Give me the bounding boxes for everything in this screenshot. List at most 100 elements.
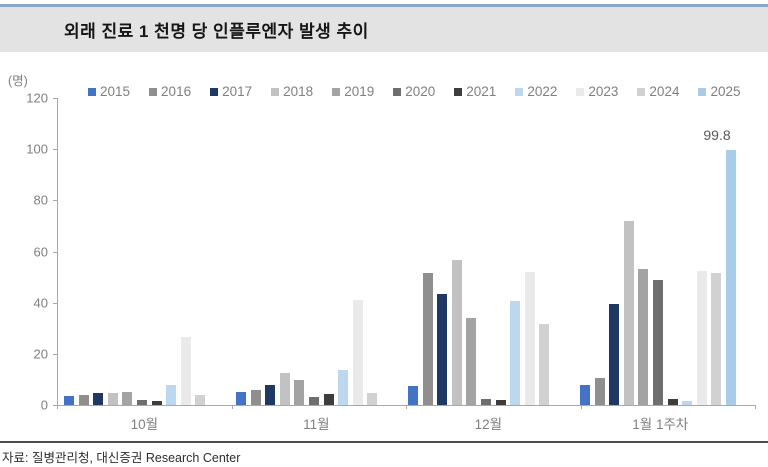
bar-2017 (609, 303, 620, 405)
bar-2019 (122, 392, 133, 405)
bar-2023 (524, 271, 535, 405)
bar-2018 (451, 260, 462, 405)
bar-2016 (594, 378, 605, 405)
legend-swatch-2024 (637, 87, 646, 96)
legend-label: 2018 (283, 84, 314, 99)
legend-item-2016: 2016 (149, 84, 191, 99)
bar-2022 (166, 385, 177, 405)
y-axis-tick-label: 20 (33, 346, 48, 362)
x-axis-tick (231, 405, 233, 409)
bar-2025 (726, 149, 736, 405)
legend-label: 2025 (710, 84, 741, 99)
legend-swatch-2025 (698, 87, 707, 96)
y-axis-tick (53, 405, 57, 406)
legend-label: 2017 (222, 84, 253, 99)
bar-2023 (696, 271, 707, 405)
bar-2017 (265, 385, 276, 405)
y-axis-tick (53, 353, 57, 355)
bar-2019 (294, 379, 305, 405)
x-axis-tick (57, 405, 58, 409)
y-axis-tick-label: 40 (33, 295, 48, 311)
legend-swatch-2019 (332, 87, 341, 96)
legend-item-2020: 2020 (393, 84, 435, 99)
legend-label: 2022 (527, 84, 558, 99)
bar-2021 (151, 401, 162, 405)
bar-2017 (437, 293, 448, 405)
legend: 2015 2016 2017 2018 2019 2020 2021 2022 2023 2024… (88, 84, 741, 99)
legend-item-2019: 2019 (332, 84, 374, 99)
chart-title: 외래 진료 1 천명 당 인플루엔자 발생 추이 (64, 22, 369, 41)
x-category-label: 11월 (303, 417, 330, 432)
legend-item-2021: 2021 (454, 84, 496, 99)
y-axis-tick (53, 149, 57, 151)
source-note: 자료: 질병관리청, 대신증권 Research Center (2, 451, 241, 465)
bar-2016 (250, 389, 261, 405)
legend-swatch-2017 (210, 87, 219, 96)
bar-2016 (422, 273, 433, 405)
y-axis-tick (53, 302, 57, 304)
bar-2017 (93, 392, 104, 405)
y-axis-tick (53, 251, 57, 253)
bar-2022 (682, 401, 693, 405)
legend-item-2022: 2022 (515, 84, 557, 99)
bar-2015 (408, 385, 418, 405)
bar-2023 (180, 337, 191, 405)
bar-2021 (323, 394, 334, 405)
bar-2015 (580, 385, 590, 405)
bar-2016 (78, 394, 89, 405)
legend-swatch-2018 (271, 87, 280, 96)
bar-2024 (195, 395, 206, 405)
x-axis-tick (755, 405, 756, 409)
bar-2020 (653, 279, 663, 405)
legend-item-2018: 2018 (271, 84, 313, 99)
legend-label: 2023 (588, 84, 619, 99)
legend-swatch-2020 (393, 87, 402, 96)
y-axis-tick-label: 60 (33, 244, 48, 259)
legend-label: 2021 (466, 84, 497, 99)
x-axis-tick (406, 405, 407, 409)
legend-label: 2019 (344, 84, 375, 99)
bar-2020 (481, 399, 491, 405)
y-axis-line (57, 98, 58, 405)
y-axis-tick-label: 120 (26, 90, 48, 106)
legend-item-2017: 2017 (210, 84, 252, 99)
legend-item-2024: 2024 (637, 84, 679, 99)
top-accent-line (0, 4, 768, 7)
legend-swatch-2016 (149, 87, 158, 96)
bar-2019 (466, 318, 477, 405)
y-axis-unit-label: (명) (8, 74, 28, 88)
bar-2019 (638, 269, 649, 405)
bar-2015 (236, 391, 246, 405)
y-axis-tick (53, 98, 57, 99)
bar-2021 (667, 399, 678, 405)
bar-2020 (309, 396, 319, 405)
legend-label: 2020 (405, 84, 436, 99)
bar-2021 (495, 400, 506, 405)
x-category-label: 12월 (474, 417, 503, 432)
legend-swatch-2015 (88, 87, 96, 96)
legend-label: 2024 (649, 84, 680, 99)
bar-2023 (352, 300, 363, 405)
x-category-label: 10월 (130, 417, 159, 432)
bar-2018 (107, 393, 118, 405)
bar-2020 (137, 399, 147, 405)
legend-swatch-2022 (515, 87, 524, 96)
legend-item-2015: 2015 (88, 84, 130, 99)
bar-2024 (711, 272, 722, 405)
legend-swatch-2023 (576, 87, 585, 96)
bar-2024 (367, 392, 378, 405)
y-axis-tick-label: 80 (33, 192, 48, 208)
legend-label: 2015 (100, 84, 131, 99)
x-category-label: 1월 1주차 (632, 417, 689, 432)
legend-label: 2016 (161, 84, 192, 99)
bar-2018 (279, 372, 290, 405)
legend-item-2023: 2023 (576, 84, 618, 99)
y-axis-tick-label: 0 (40, 397, 48, 413)
footer-divider (0, 441, 768, 443)
bar-2015 (64, 395, 74, 405)
bar-2022 (510, 301, 521, 405)
chart-title-bar: 외래 진료 1 천명 당 인플루엔자 발생 추이 (0, 7, 768, 52)
y-axis-tick-label: 100 (26, 141, 48, 157)
